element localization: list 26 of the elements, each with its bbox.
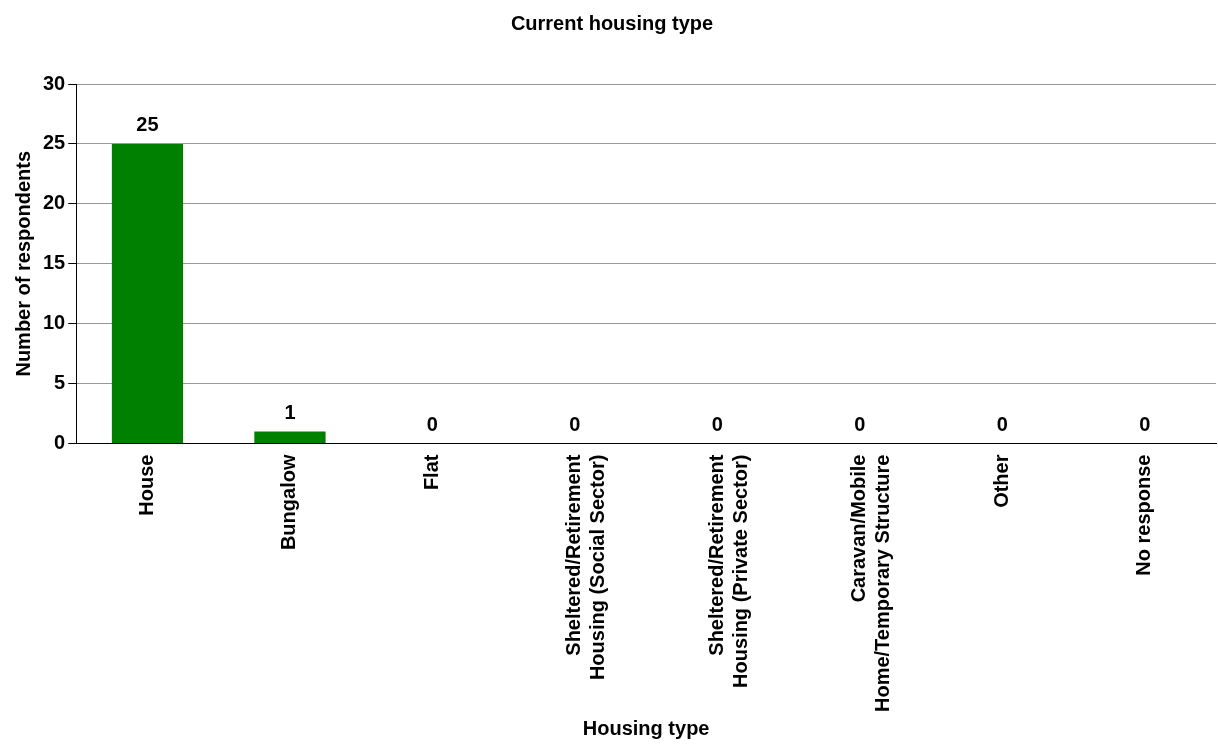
x-tick-label: Other (989, 454, 1012, 508)
y-tick-label: 5 (54, 371, 66, 394)
y-tick-label: 15 (43, 251, 66, 274)
y-tick-label: 20 (43, 191, 66, 214)
data-label: 0 (854, 413, 866, 436)
chart-title: Current housing type (510, 11, 714, 34)
data-label: 1 (284, 401, 296, 424)
x-tick-label: Bungalow (277, 454, 300, 551)
data-label: 0 (426, 413, 438, 436)
y-tick-label: 10 (43, 311, 66, 334)
data-label: 0 (711, 413, 723, 436)
x-tick-label: Sheltered/Retirement Housing (Social Sector) (562, 454, 609, 681)
data-label: 25 (136, 113, 159, 136)
x-axis-title: Housing type (582, 716, 710, 739)
y-tick-label: 25 (43, 131, 66, 154)
data-label: 0 (569, 413, 581, 436)
data-label: 0 (996, 413, 1008, 436)
y-tick-label: 30 (43, 71, 66, 94)
x-tick-label: Caravan/Mobile Home/Temporary Structure (847, 454, 894, 713)
x-tick-label: Flat (419, 454, 442, 491)
y-axis-title: Number of respondents (11, 150, 34, 377)
y-tick-label: 0 (54, 431, 66, 454)
data-label: 0 (1139, 413, 1151, 436)
x-tick-label: Sheltered/Retirement Housing (Private Sector) (704, 454, 751, 688)
x-tick-label: House (135, 454, 157, 516)
x-tick-label: No response (1132, 454, 1155, 576)
